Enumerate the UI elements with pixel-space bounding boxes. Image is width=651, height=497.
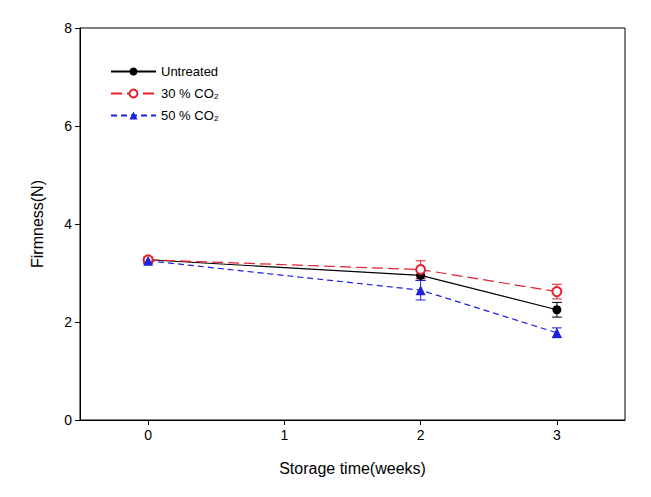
svg-text:Storage time(weeks): Storage time(weeks) (279, 460, 426, 477)
svg-text:1: 1 (280, 427, 288, 443)
svg-text:Firmness(N): Firmness(N) (29, 180, 46, 268)
svg-text:2: 2 (64, 314, 72, 330)
svg-text:50 % CO₂: 50 % CO₂ (161, 108, 219, 123)
svg-text:3: 3 (553, 427, 561, 443)
svg-text:0: 0 (64, 412, 72, 428)
svg-text:30 % CO₂: 30 % CO₂ (161, 86, 219, 101)
svg-text:8: 8 (64, 20, 72, 36)
svg-text:Untreated: Untreated (161, 64, 218, 79)
svg-text:0: 0 (144, 427, 152, 443)
svg-text:6: 6 (64, 118, 72, 134)
svg-text:2: 2 (417, 427, 425, 443)
svg-text:4: 4 (64, 216, 72, 232)
